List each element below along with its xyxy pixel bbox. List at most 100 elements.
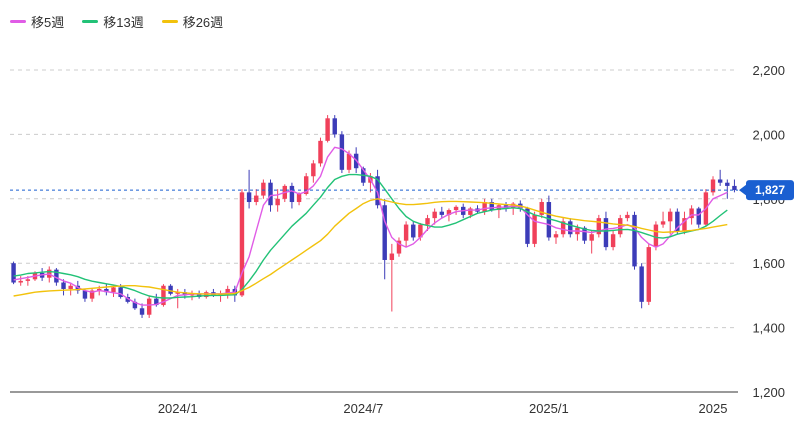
y-tick-label: 2,200 <box>752 63 785 78</box>
candle-body <box>254 195 259 203</box>
y-tick-label: 1,600 <box>752 256 785 271</box>
candle-body <box>339 134 345 170</box>
candle-body <box>239 192 245 296</box>
candle-body <box>54 269 59 283</box>
x-tick-label: 2025/1 <box>529 401 569 416</box>
candle-body <box>603 218 609 248</box>
candle-body <box>639 266 644 302</box>
candle <box>618 214 623 238</box>
candle-body <box>332 118 337 135</box>
candle-body <box>432 211 437 219</box>
candle <box>610 231 616 251</box>
candle <box>261 179 266 199</box>
candle-body <box>104 288 109 293</box>
candle-body <box>446 210 452 215</box>
candle-body <box>261 182 266 196</box>
candle <box>61 279 66 296</box>
last-price-arrow <box>739 184 747 197</box>
candle-body <box>146 298 152 315</box>
candle-body <box>411 224 416 238</box>
candle <box>139 303 145 318</box>
candle-body <box>582 227 587 241</box>
candle <box>396 237 402 257</box>
y-tick-label: 1,200 <box>752 385 785 400</box>
candle-body <box>11 263 16 283</box>
candle <box>589 231 594 254</box>
candle-body <box>553 234 559 238</box>
ma-line-ma26 <box>13 198 728 297</box>
candle <box>432 208 437 225</box>
candle-body <box>111 287 116 293</box>
candle-body <box>246 192 252 203</box>
candle-body <box>132 301 138 309</box>
x-tick-label: 2025 <box>699 401 728 416</box>
candle-body <box>225 288 230 294</box>
candle <box>111 285 116 298</box>
candle <box>18 276 23 286</box>
y-tick-label: 2,000 <box>752 127 785 142</box>
legend-item-ma5[interactable]: 移5週 <box>10 12 64 31</box>
candle-body <box>732 185 737 191</box>
moving-average-lines <box>13 146 728 306</box>
grid-lines <box>10 69 738 393</box>
candle <box>710 176 716 196</box>
candle-body <box>660 221 666 225</box>
candle-body <box>589 234 594 241</box>
ma-line-ma5 <box>13 146 728 306</box>
candles <box>11 115 737 318</box>
candle-body <box>667 211 673 222</box>
candle <box>132 298 138 310</box>
candle-body <box>425 218 430 225</box>
last-price-badge <box>746 180 794 201</box>
candle <box>639 263 644 309</box>
legend-label-ma13: 移13週 <box>103 15 144 30</box>
candle-body <box>89 290 95 299</box>
candle-body <box>82 290 88 299</box>
candle-body <box>375 176 380 206</box>
candle-body <box>139 308 145 315</box>
legend-label-ma26: 移26週 <box>182 15 224 30</box>
candle-body <box>182 292 188 296</box>
candle-body <box>482 202 487 212</box>
candle-body <box>625 214 630 219</box>
candle <box>453 205 459 215</box>
candle <box>382 198 387 280</box>
candle-body <box>382 205 387 260</box>
candle-body <box>289 185 295 203</box>
candle-body <box>318 140 323 164</box>
candle-body <box>325 118 330 141</box>
last-price-label: 1,827 <box>755 183 785 197</box>
candle-body <box>268 182 273 206</box>
candle <box>632 211 637 270</box>
candle-body <box>346 153 352 170</box>
candle <box>189 290 195 301</box>
candle-body <box>568 221 573 235</box>
candle <box>568 218 573 238</box>
y-tick-label: 1,400 <box>752 321 785 336</box>
legend-item-ma13[interactable]: 移13週 <box>82 12 144 31</box>
candle-body <box>125 297 130 302</box>
candle <box>625 211 630 222</box>
legend-item-ma26[interactable]: 移26週 <box>161 12 224 31</box>
candle <box>325 115 330 143</box>
candle-body <box>97 288 102 291</box>
candle <box>525 206 530 248</box>
x-axis-ticks: 2024/1 2024/7 2025/1 2025 <box>158 401 728 416</box>
candle <box>254 189 259 206</box>
candle <box>696 206 701 228</box>
candle-body <box>396 240 402 254</box>
candle <box>553 231 559 244</box>
candle <box>225 285 230 299</box>
legend-swatch-ma13 <box>82 20 99 23</box>
candle-body <box>68 285 73 289</box>
candle-body <box>618 218 623 235</box>
candle <box>496 203 502 219</box>
candle-body <box>682 218 687 231</box>
candle-body <box>389 253 395 260</box>
candle <box>54 268 59 286</box>
candle <box>403 221 409 248</box>
candle <box>68 282 73 296</box>
candle <box>332 115 337 138</box>
